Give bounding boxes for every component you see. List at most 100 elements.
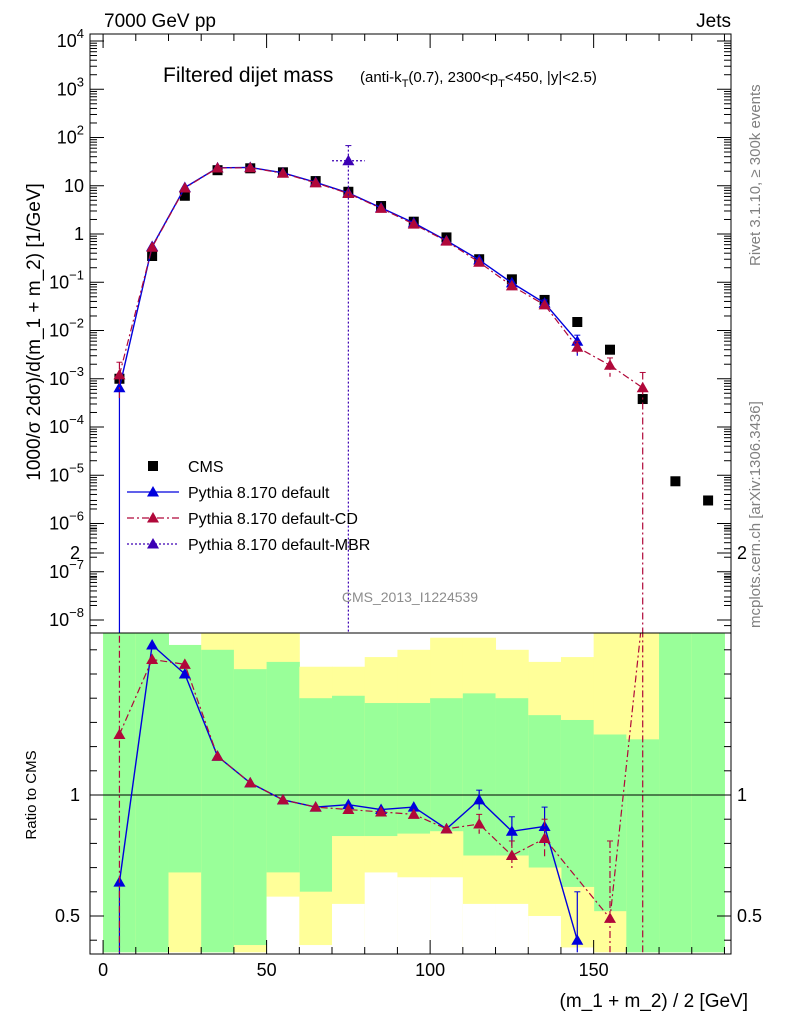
legend-entry: Pythia 8.170 default	[127, 485, 330, 502]
y-tick-label: 10−2	[49, 316, 84, 341]
legend: CMS Pythia 8.170 default Pythia 8.170 defa…	[127, 459, 370, 554]
pythia-default-cd-point	[505, 279, 518, 291]
uncertainty-band-inner	[691, 633, 725, 953]
ratio-panel: 0 50 100 150 0.5 0.5 1 1 2 2 Ratio to CMS (m_1 + …	[23, 34, 762, 1012]
ratio-plot-frame	[89, 632, 732, 955]
plot-subtitle: (anti-kT(0.7), 2300<pT<450, |y|<2.5)	[360, 69, 597, 90]
uncertainty-band-inner	[430, 698, 464, 832]
y-tick-label: 10−1	[49, 267, 84, 292]
pythia-default-cd-ratio-point	[244, 776, 257, 788]
pythia-default-cd-point	[244, 161, 257, 173]
uncertainty-band-inner	[659, 633, 693, 953]
x-tick-label: 150	[579, 960, 609, 980]
pythia-default-ratio-point	[505, 825, 518, 836]
uncertainty-band-inner	[593, 734, 627, 912]
legend-label: CMS	[188, 459, 224, 476]
ratio-plot-content	[90, 633, 731, 954]
pythia-default-cd-point	[571, 341, 584, 352]
uncertainty-band-inner	[233, 669, 268, 946]
x-tick-label: 100	[415, 960, 445, 980]
pythia-default-cd-point	[473, 256, 486, 267]
y-tick-label: 103	[57, 74, 84, 99]
pythia-default-cd-point	[146, 241, 159, 252]
pythia-default-cd-point	[538, 298, 551, 310]
ratio-y-tick-label: 1	[737, 785, 747, 805]
cms-point	[179, 190, 190, 201]
legend-entry: Pythia 8.170 default-CD	[127, 511, 358, 528]
mcplots-label: mcplots.cern.ch [arXiv:1306.3436]	[747, 401, 764, 628]
pythia-default-mbr-point	[342, 154, 355, 166]
pythia-default-cd-ratio-point	[342, 803, 355, 815]
pythia-default-ratio-point	[407, 801, 420, 812]
pythia-default-cd-point	[440, 235, 453, 246]
pythia-default-ratio-point	[571, 934, 584, 945]
band-gap	[528, 916, 562, 954]
band-gap	[332, 903, 366, 954]
x-tick-label: 50	[257, 960, 277, 980]
pythia-default-point	[113, 381, 126, 393]
legend-entry: CMS	[148, 459, 224, 476]
pythia-default-cd-ratio-point	[146, 653, 159, 664]
uncertainty-band-inner	[266, 661, 300, 873]
band-gap	[364, 872, 398, 954]
pythia-default-ratio-point	[146, 638, 159, 650]
pythia-default-cd-point	[603, 359, 616, 370]
ratio-y-tick-label: 2	[737, 543, 747, 563]
jets-label: Jets	[696, 11, 731, 32]
pythia-default-cd-point	[636, 381, 649, 393]
band-gap	[299, 945, 333, 954]
pythia-default-cd-point	[342, 187, 355, 199]
uncertainty-band-inner	[168, 644, 202, 873]
y-tick-label: 104	[57, 26, 84, 51]
cms-point	[147, 250, 158, 261]
band-gap	[495, 903, 529, 954]
cms-point	[572, 317, 583, 328]
main-plot-frame	[89, 33, 732, 634]
ratio-y-tick-label: 1	[70, 785, 80, 805]
legend-marker	[148, 461, 158, 471]
pythia-default-cd-series	[113, 161, 649, 633]
pythia-default-cd-ratio-point	[505, 849, 518, 860]
uncertainty-band-inner	[332, 695, 366, 837]
ratio-y-tick-label: 0.5	[737, 906, 762, 926]
cms-point	[670, 476, 681, 487]
pythia-default-cd-point	[375, 202, 388, 213]
main-y-ticks: 10−8 10−7 10−6 10−5 10−4 10−3 10−2 10−1 1 10 102 10…	[49, 26, 731, 630]
band-gap	[266, 896, 300, 954]
x-tick-label: 0	[98, 960, 108, 980]
legend-entry: Pythia 8.170 default-MBR	[127, 537, 370, 554]
plot-title: Filtered dijet mass	[163, 64, 333, 87]
legend-marker	[147, 512, 159, 523]
pythia-default-cd-point	[309, 176, 322, 188]
pythia-default-cd-point	[113, 368, 126, 380]
ratio-y-tick-label: 2	[70, 543, 80, 563]
y-tick-label: 1	[74, 224, 84, 244]
legend-label: Pythia 8.170 default-CD	[188, 511, 358, 528]
x-axis-label: (m_1 + m_2) / 2 [GeV]	[560, 991, 749, 1012]
pythia-default-cd-ratio-point	[375, 805, 388, 817]
pythia-default-cd-ratio-point	[603, 912, 616, 923]
legend-label: Pythia 8.170 default	[188, 485, 330, 502]
y-tick-label: 10−7	[49, 557, 84, 582]
watermark: CMS_2013_I1224539	[342, 589, 478, 605]
legend-marker	[147, 486, 159, 497]
band-gap	[430, 877, 464, 954]
pythia-default-cd-ratio-point	[211, 750, 224, 761]
pythia-default-cd-point	[178, 181, 191, 193]
pythia-default-mbr-series	[332, 145, 365, 633]
cms-point	[703, 495, 714, 506]
pythia-default-cd-point	[211, 162, 224, 173]
main-y-axis-label: 1000/σ 2dσ)/d(m_1 + m_2) [1/GeV]	[24, 183, 45, 481]
legend-label: Pythia 8.170 default-MBR	[188, 537, 370, 554]
legend-marker	[147, 538, 159, 549]
pythia-default-ratio-point	[178, 668, 191, 679]
pythia-default-cd-ratio-point	[473, 818, 486, 829]
ratio-y-axis-label: Ratio to CMS	[23, 750, 40, 839]
y-tick-label: 10−3	[49, 364, 84, 389]
y-tick-label: 10−5	[49, 460, 84, 485]
ratio-axis-ticks: 0 50 100 150 0.5 0.5 1 1 2 2	[55, 34, 762, 980]
pythia-default-ratio-point	[473, 793, 486, 805]
uncertainty-band-outer	[299, 891, 333, 954]
uncertainty-band-inner	[135, 633, 169, 953]
